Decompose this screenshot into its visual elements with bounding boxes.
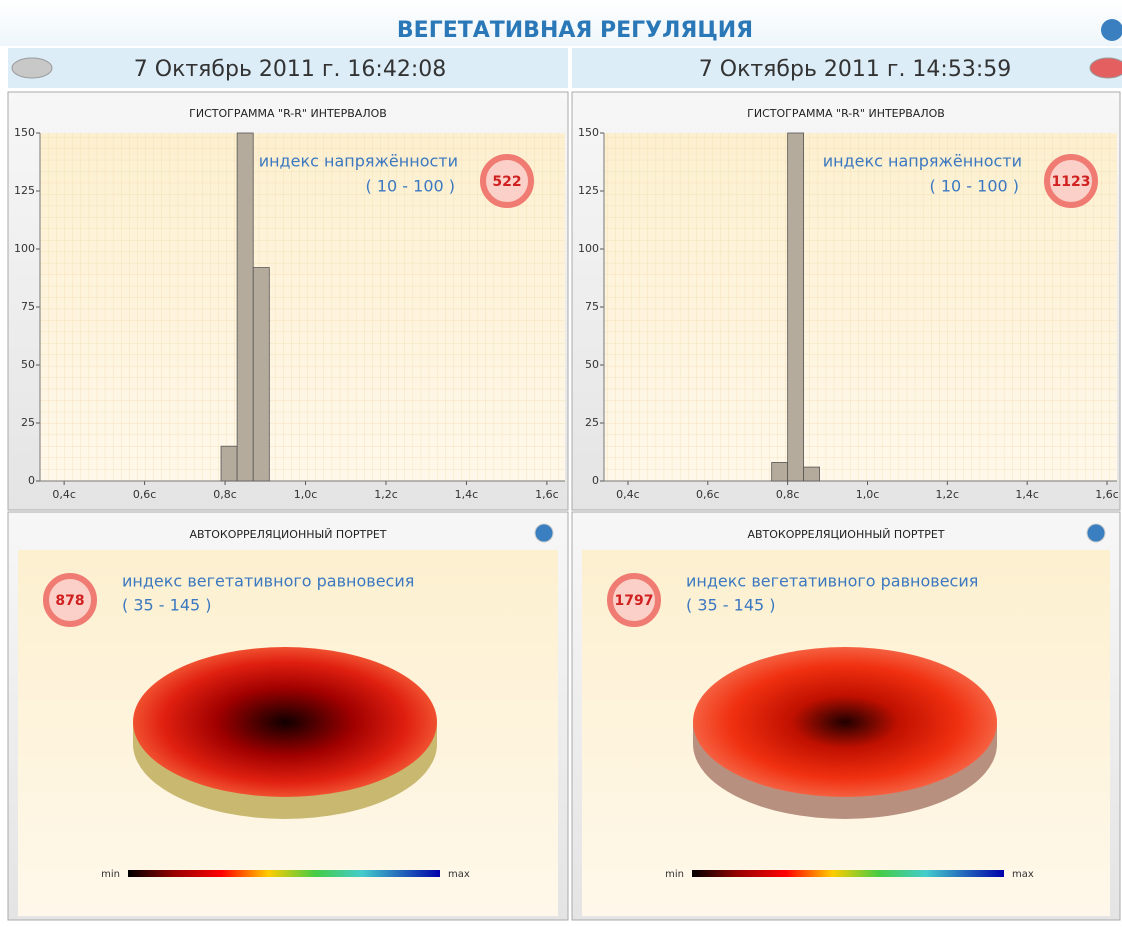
index-value: 1797 [615, 593, 654, 609]
x-tick-label: 1,2с [936, 488, 960, 501]
nav-icon[interactable] [1089, 57, 1122, 79]
colorbar-min: min [101, 869, 120, 880]
y-tick-label: 150 [14, 126, 35, 139]
date-text: 7 Октябрь 2011 г. 16:42:08 [134, 57, 446, 82]
help-button[interactable] [1101, 19, 1122, 41]
x-tick-label: 0,4с [616, 488, 640, 501]
date-text: 7 Октябрь 2011 г. 14:53:59 [699, 57, 1011, 82]
index-label: индекс напряжённости [259, 152, 458, 171]
index-value: 522 [492, 174, 521, 190]
index-value: 878 [55, 593, 84, 609]
x-tick-label: 0,8с [776, 488, 800, 501]
index-range: ( 10 - 100 ) [366, 177, 456, 196]
index-badge [607, 573, 661, 627]
x-tick-label: 0,4с [52, 488, 76, 501]
panel-title: АВТОКОРРЕЛЯЦИОННЫЙ ПОРТРЕТ [189, 528, 386, 541]
x-tick-label: 1,6с [535, 488, 559, 501]
y-tick-label: 0 [28, 474, 35, 487]
index-label: индекс вегетативного равновесия [122, 572, 414, 591]
panel-title: АВТОКОРРЕЛЯЦИОННЫЙ ПОРТРЕТ [747, 528, 944, 541]
y-tick-label: 25 [21, 416, 35, 429]
index-badge [480, 154, 534, 208]
y-tick-label: 0 [592, 474, 599, 487]
colorbar [692, 870, 1004, 877]
index-range: ( 10 - 100 ) [930, 177, 1020, 196]
index-value: 1123 [1052, 174, 1091, 190]
info-button[interactable] [1086, 523, 1106, 543]
colorbar-min: min [665, 869, 684, 880]
bar [787, 132, 805, 482]
y-tick-label: 75 [21, 300, 35, 313]
bar [220, 445, 238, 482]
y-tick-label: 150 [578, 126, 599, 139]
info-button[interactable] [534, 523, 554, 543]
y-tick-label: 100 [14, 242, 35, 255]
x-tick-label: 1,4с [455, 488, 479, 501]
date-bar [572, 48, 1122, 88]
bar [252, 267, 270, 482]
panel-title: ГИСТОГРАММА "R-R" ИНТЕРВАЛОВ [189, 107, 387, 120]
colorbar-max: max [448, 869, 470, 880]
index-badge [1044, 154, 1098, 208]
y-tick-label: 100 [578, 242, 599, 255]
y-tick-label: 75 [585, 300, 599, 313]
y-tick-label: 125 [578, 184, 599, 197]
y-tick-label: 125 [14, 184, 35, 197]
index-badge [43, 573, 97, 627]
x-tick-label: 1,2с [374, 488, 398, 501]
x-tick-label: 0,6с [696, 488, 720, 501]
x-tick-label: 1,4с [1015, 488, 1039, 501]
bar [236, 132, 254, 482]
portrait-top [133, 647, 437, 797]
minor-grid [604, 133, 1117, 481]
index-label: индекс вегетативного равновесия [686, 572, 978, 591]
y-tick-label: 50 [21, 358, 35, 371]
x-tick-label: 1,6с [1095, 488, 1119, 501]
x-tick-label: 0,8с [213, 488, 237, 501]
nav-icon[interactable] [11, 57, 53, 79]
bar [803, 466, 820, 482]
y-tick-label: 50 [585, 358, 599, 371]
colorbar [128, 870, 440, 877]
index-range: ( 35 - 145 ) [686, 596, 776, 615]
panel-title: ГИСТОГРАММА "R-R" ИНТЕРВАЛОВ [747, 107, 945, 120]
colorbar-max: max [1012, 869, 1034, 880]
date-bar [8, 48, 568, 88]
index-range: ( 35 - 145 ) [122, 596, 212, 615]
page-title: ВЕГЕТАТИВНАЯ РЕГУЛЯЦИЯ [397, 18, 753, 43]
bar [771, 462, 789, 482]
x-tick-label: 1,0с [856, 488, 880, 501]
x-tick-label: 1,0с [294, 488, 318, 501]
minor-grid [40, 133, 565, 481]
x-tick-label: 0,6с [133, 488, 157, 501]
y-tick-label: 25 [585, 416, 599, 429]
index-label: индекс напряжённости [823, 152, 1022, 171]
header-bg [0, 0, 1122, 46]
portrait-top [693, 647, 997, 797]
